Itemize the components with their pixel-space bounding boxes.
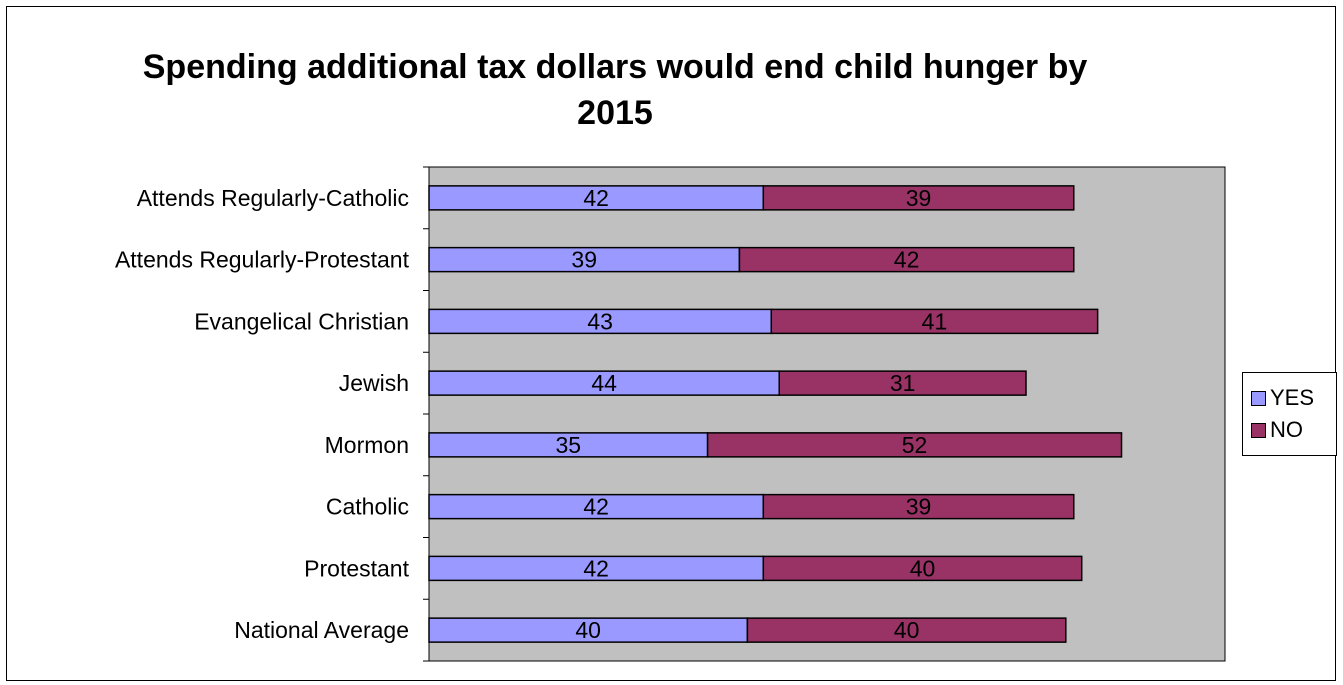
bar-no [738,246,1075,273]
data-label: 40 [910,555,936,581]
category-label: Evangelical Christian [194,308,409,334]
bar-yes [428,246,741,273]
data-label: 42 [583,555,609,581]
data-label: 39 [906,185,932,211]
data-label: 43 [587,308,613,334]
data-label: 52 [902,432,928,458]
category-label: Catholic [326,494,409,520]
category-label: National Average [234,617,409,643]
legend-item-no: NO [1251,415,1303,445]
data-label: 40 [575,617,601,643]
plot-area [428,166,1226,662]
legend-label-yes: YES [1270,385,1315,410]
bar-yes [428,493,765,520]
data-label: 41 [922,308,948,334]
data-label: 42 [583,185,609,211]
chart-title: Spending additional tax dollars would en… [142,48,1088,132]
category-label: Jewish [339,370,409,396]
bar-no [770,308,1099,335]
bar-no [762,493,1075,520]
bar-yes [428,370,780,396]
category-label: Protestant [304,555,409,581]
data-label: 39 [906,494,932,520]
legend-swatch-yes [1251,390,1266,406]
bar-no [762,555,1083,582]
legend-swatch-no [1251,422,1266,438]
bar-no [706,432,1123,458]
data-label: 31 [890,370,916,396]
legend-item-yes: YES [1251,383,1314,413]
data-label: 42 [894,247,920,273]
category-label: Mormon [325,432,409,458]
bar-yes [428,308,773,335]
bar-no [762,185,1075,211]
data-label: 35 [556,432,582,458]
data-label: 44 [591,370,617,396]
legend-label-no: NO [1270,417,1303,442]
bar-no [778,370,1027,396]
legend: YES NO [1242,372,1337,456]
bar-no [746,617,1067,643]
data-label: 40 [894,617,920,643]
category-label: Attends Regularly-Catholic [137,185,409,211]
data-label: 39 [571,247,597,273]
category-label: Attends Regularly-Protestant [115,247,410,273]
data-label: 42 [583,494,609,520]
